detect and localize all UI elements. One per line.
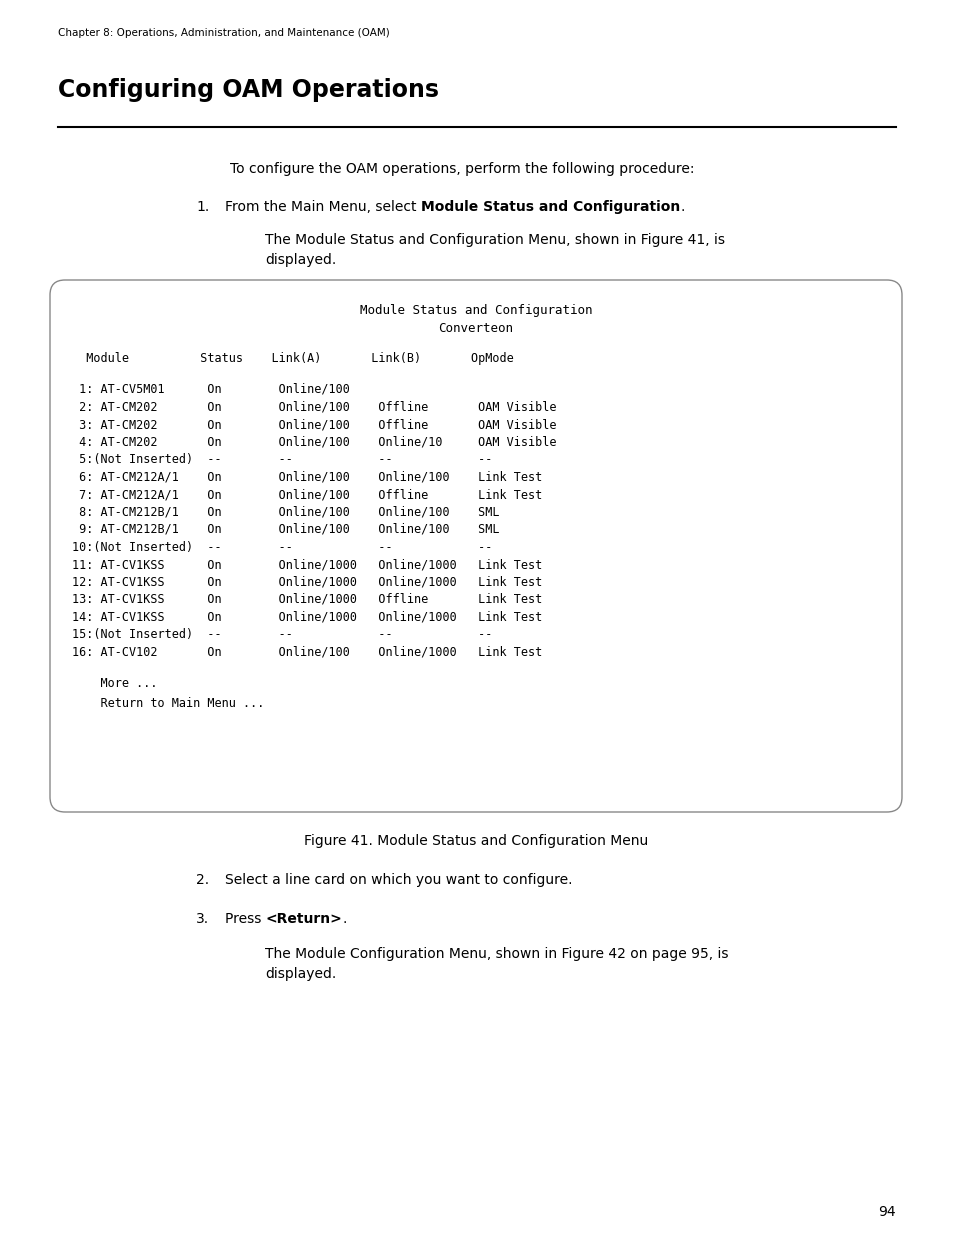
Text: Module          Status    Link(A)       Link(B)       OpMode: Module Status Link(A) Link(B) OpMode (71, 352, 514, 366)
Text: 8: AT-CM212B/1    On        Online/100    Online/100    SML: 8: AT-CM212B/1 On Online/100 Online/100 … (71, 505, 499, 519)
Text: More ...: More ... (71, 677, 157, 690)
Text: Return to Main Menu ...: Return to Main Menu ... (71, 697, 264, 710)
Text: displayed.: displayed. (265, 253, 335, 267)
Text: From the Main Menu, select: From the Main Menu, select (225, 200, 420, 214)
Text: 1.: 1. (195, 200, 209, 214)
Text: displayed.: displayed. (265, 967, 335, 981)
Text: The Module Status and Configuration Menu, shown in Figure 41, is: The Module Status and Configuration Menu… (265, 233, 724, 247)
Text: Figure 41. Module Status and Configuration Menu: Figure 41. Module Status and Configurati… (304, 834, 647, 848)
Text: 14: AT-CV1KSS      On        Online/1000   Online/1000   Link Test: 14: AT-CV1KSS On Online/1000 Online/1000… (71, 610, 541, 624)
Text: .: . (342, 911, 347, 926)
Text: .: . (679, 200, 684, 214)
Text: Select a line card on which you want to configure.: Select a line card on which you want to … (225, 873, 572, 887)
Text: <Return>: <Return> (266, 911, 342, 926)
Text: 94: 94 (878, 1205, 895, 1219)
Text: To configure the OAM operations, perform the following procedure:: To configure the OAM operations, perform… (230, 162, 694, 177)
Text: Converteon: Converteon (438, 322, 513, 335)
Text: Configuring OAM Operations: Configuring OAM Operations (58, 78, 438, 103)
Text: Press: Press (225, 911, 266, 926)
FancyBboxPatch shape (50, 280, 901, 811)
Text: 5:(Not Inserted)  --        --            --            --: 5:(Not Inserted) -- -- -- -- (71, 453, 492, 466)
Text: 15:(Not Inserted)  --        --            --            --: 15:(Not Inserted) -- -- -- -- (71, 629, 492, 641)
Text: 7: AT-CM212A/1    On        Online/100    Offline       Link Test: 7: AT-CM212A/1 On Online/100 Offline Lin… (71, 488, 541, 501)
Text: 4: AT-CM202       On        Online/100    Online/10     OAM Visible: 4: AT-CM202 On Online/100 Online/10 OAM … (71, 436, 556, 448)
Text: Chapter 8: Operations, Administration, and Maintenance (OAM): Chapter 8: Operations, Administration, a… (58, 28, 390, 38)
Text: 12: AT-CV1KSS      On        Online/1000   Online/1000   Link Test: 12: AT-CV1KSS On Online/1000 Online/1000… (71, 576, 541, 589)
Text: 13: AT-CV1KSS      On        Online/1000   Offline       Link Test: 13: AT-CV1KSS On Online/1000 Offline Lin… (71, 593, 541, 606)
Text: Module Status and Configuration: Module Status and Configuration (420, 200, 679, 214)
Text: Module Status and Configuration: Module Status and Configuration (359, 304, 592, 317)
Text: 11: AT-CV1KSS      On        Online/1000   Online/1000   Link Test: 11: AT-CV1KSS On Online/1000 Online/1000… (71, 558, 541, 571)
Text: 2: AT-CM202       On        Online/100    Offline       OAM Visible: 2: AT-CM202 On Online/100 Offline OAM Vi… (71, 400, 556, 414)
Text: 10:(Not Inserted)  --        --            --            --: 10:(Not Inserted) -- -- -- -- (71, 541, 492, 553)
Text: 2.: 2. (195, 873, 209, 887)
Text: 3: AT-CM202       On        Online/100    Offline       OAM Visible: 3: AT-CM202 On Online/100 Offline OAM Vi… (71, 417, 556, 431)
Text: 9: AT-CM212B/1    On        Online/100    Online/100    SML: 9: AT-CM212B/1 On Online/100 Online/100 … (71, 522, 499, 536)
Text: 1: AT-CV5M01      On        Online/100: 1: AT-CV5M01 On Online/100 (71, 383, 350, 396)
Text: 16: AT-CV102       On        Online/100    Online/1000   Link Test: 16: AT-CV102 On Online/100 Online/1000 L… (71, 646, 541, 658)
Text: 6: AT-CM212A/1    On        Online/100    Online/100    Link Test: 6: AT-CM212A/1 On Online/100 Online/100 … (71, 471, 541, 483)
Text: The Module Configuration Menu, shown in Figure 42 on page 95, is: The Module Configuration Menu, shown in … (265, 947, 728, 961)
Text: 3.: 3. (195, 911, 209, 926)
